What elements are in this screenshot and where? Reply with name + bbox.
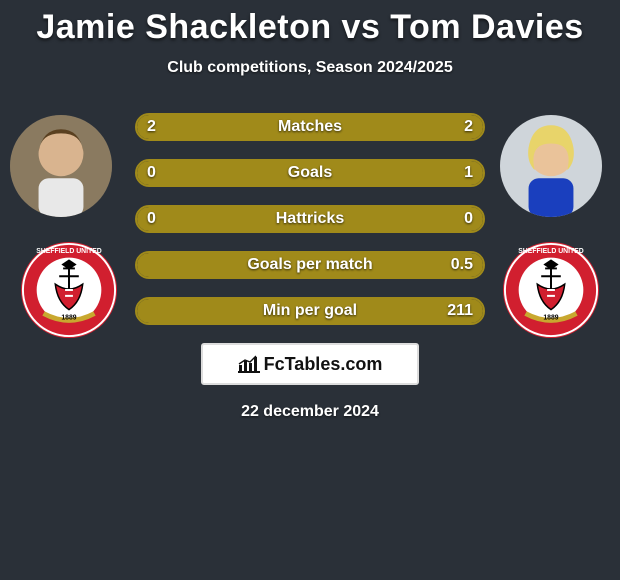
bar-chart-icon [238, 355, 260, 373]
stat-row: 01Goals [135, 159, 485, 187]
stat-bars: 22Matches 01Goals 00Hattricks 0.5Goals per … [135, 107, 485, 325]
player-right-avatar [500, 115, 602, 217]
comparison-panel: SHEFFIELD UNITED 1889 SHEFFIELD UNITED 1… [0, 107, 620, 421]
player-left-avatar [10, 115, 112, 217]
stat-label: Matches [137, 115, 483, 139]
stat-label: Min per goal [137, 299, 483, 323]
stat-row: 211Min per goal [135, 297, 485, 325]
stat-label: Hattricks [137, 207, 483, 231]
brand-text: FcTables.com [264, 354, 383, 375]
brand-box: FcTables.com [201, 343, 419, 385]
svg-text:1889: 1889 [61, 314, 76, 321]
avatar-placeholder-icon [10, 115, 112, 217]
club-crest-right: SHEFFIELD UNITED 1889 [502, 241, 600, 339]
avatar-placeholder-icon [500, 115, 602, 217]
sheffield-united-crest-icon: SHEFFIELD UNITED 1889 [20, 241, 118, 339]
stat-row: 00Hattricks [135, 205, 485, 233]
date-text: 22 december 2024 [0, 403, 620, 421]
svg-text:SHEFFIELD UNITED: SHEFFIELD UNITED [36, 248, 102, 255]
stat-label: Goals [137, 161, 483, 185]
stat-row: 22Matches [135, 113, 485, 141]
stat-row: 0.5Goals per match [135, 251, 485, 279]
svg-text:SHEFFIELD UNITED: SHEFFIELD UNITED [518, 248, 584, 255]
svg-text:1889: 1889 [543, 314, 558, 321]
page-title: Jamie Shackleton vs Tom Davies [0, 0, 620, 47]
sheffield-united-crest-icon: SHEFFIELD UNITED 1889 [502, 241, 600, 339]
page-subtitle: Club competitions, Season 2024/2025 [0, 59, 620, 77]
stat-label: Goals per match [137, 253, 483, 277]
club-crest-left: SHEFFIELD UNITED 1889 [20, 241, 118, 339]
